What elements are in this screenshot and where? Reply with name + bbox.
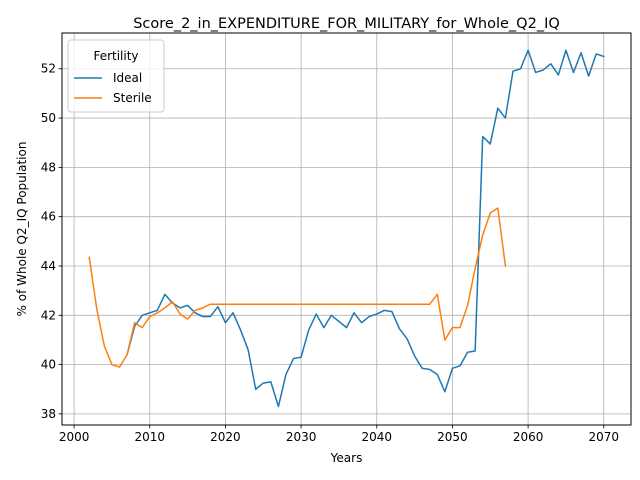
y-tick-label: 38 — [41, 407, 56, 421]
y-tick-label: 44 — [41, 259, 56, 273]
grid — [62, 33, 631, 425]
legend: Fertility Ideal Sterile — [67, 39, 165, 113]
y-tick-label: 50 — [41, 111, 56, 125]
x-axis-label: Years — [330, 451, 363, 465]
series-line-ideal — [126, 49, 605, 408]
axis-ticks: 2000 2010 2020 2030 2040 2050 2060 2070 38 40 42 44… — [41, 62, 619, 444]
y-tick-label: 52 — [41, 62, 56, 76]
x-tick-label: 2050 — [437, 430, 468, 444]
legend-title: Fertility — [93, 49, 138, 63]
legend-label-sterile: Sterile — [113, 91, 152, 105]
x-tick-label: 2070 — [588, 430, 619, 444]
chart-title: Score_2_in_EXPENDITURE_FOR_MILITARY_for_… — [133, 16, 560, 32]
x-tick-label: 2010 — [134, 430, 165, 444]
series-lines — [88, 49, 605, 408]
y-tick-label: 42 — [41, 308, 56, 322]
legend-box — [67, 39, 165, 113]
legend-label-ideal: Ideal — [113, 71, 142, 85]
x-tick-label: 2020 — [210, 430, 241, 444]
series-line-sterile — [88, 207, 507, 368]
x-tick-label: 2030 — [286, 430, 317, 444]
plot-frame — [61, 32, 632, 426]
y-tick-label: 40 — [41, 358, 56, 372]
y-tick-label: 46 — [41, 210, 56, 224]
x-tick-label: 2040 — [361, 430, 392, 444]
x-tick-label: 2000 — [59, 430, 90, 444]
y-axis-label: % of Whole Q2_IQ Population — [15, 142, 29, 317]
x-tick-label: 2060 — [513, 430, 544, 444]
y-tick-label: 48 — [41, 160, 56, 174]
